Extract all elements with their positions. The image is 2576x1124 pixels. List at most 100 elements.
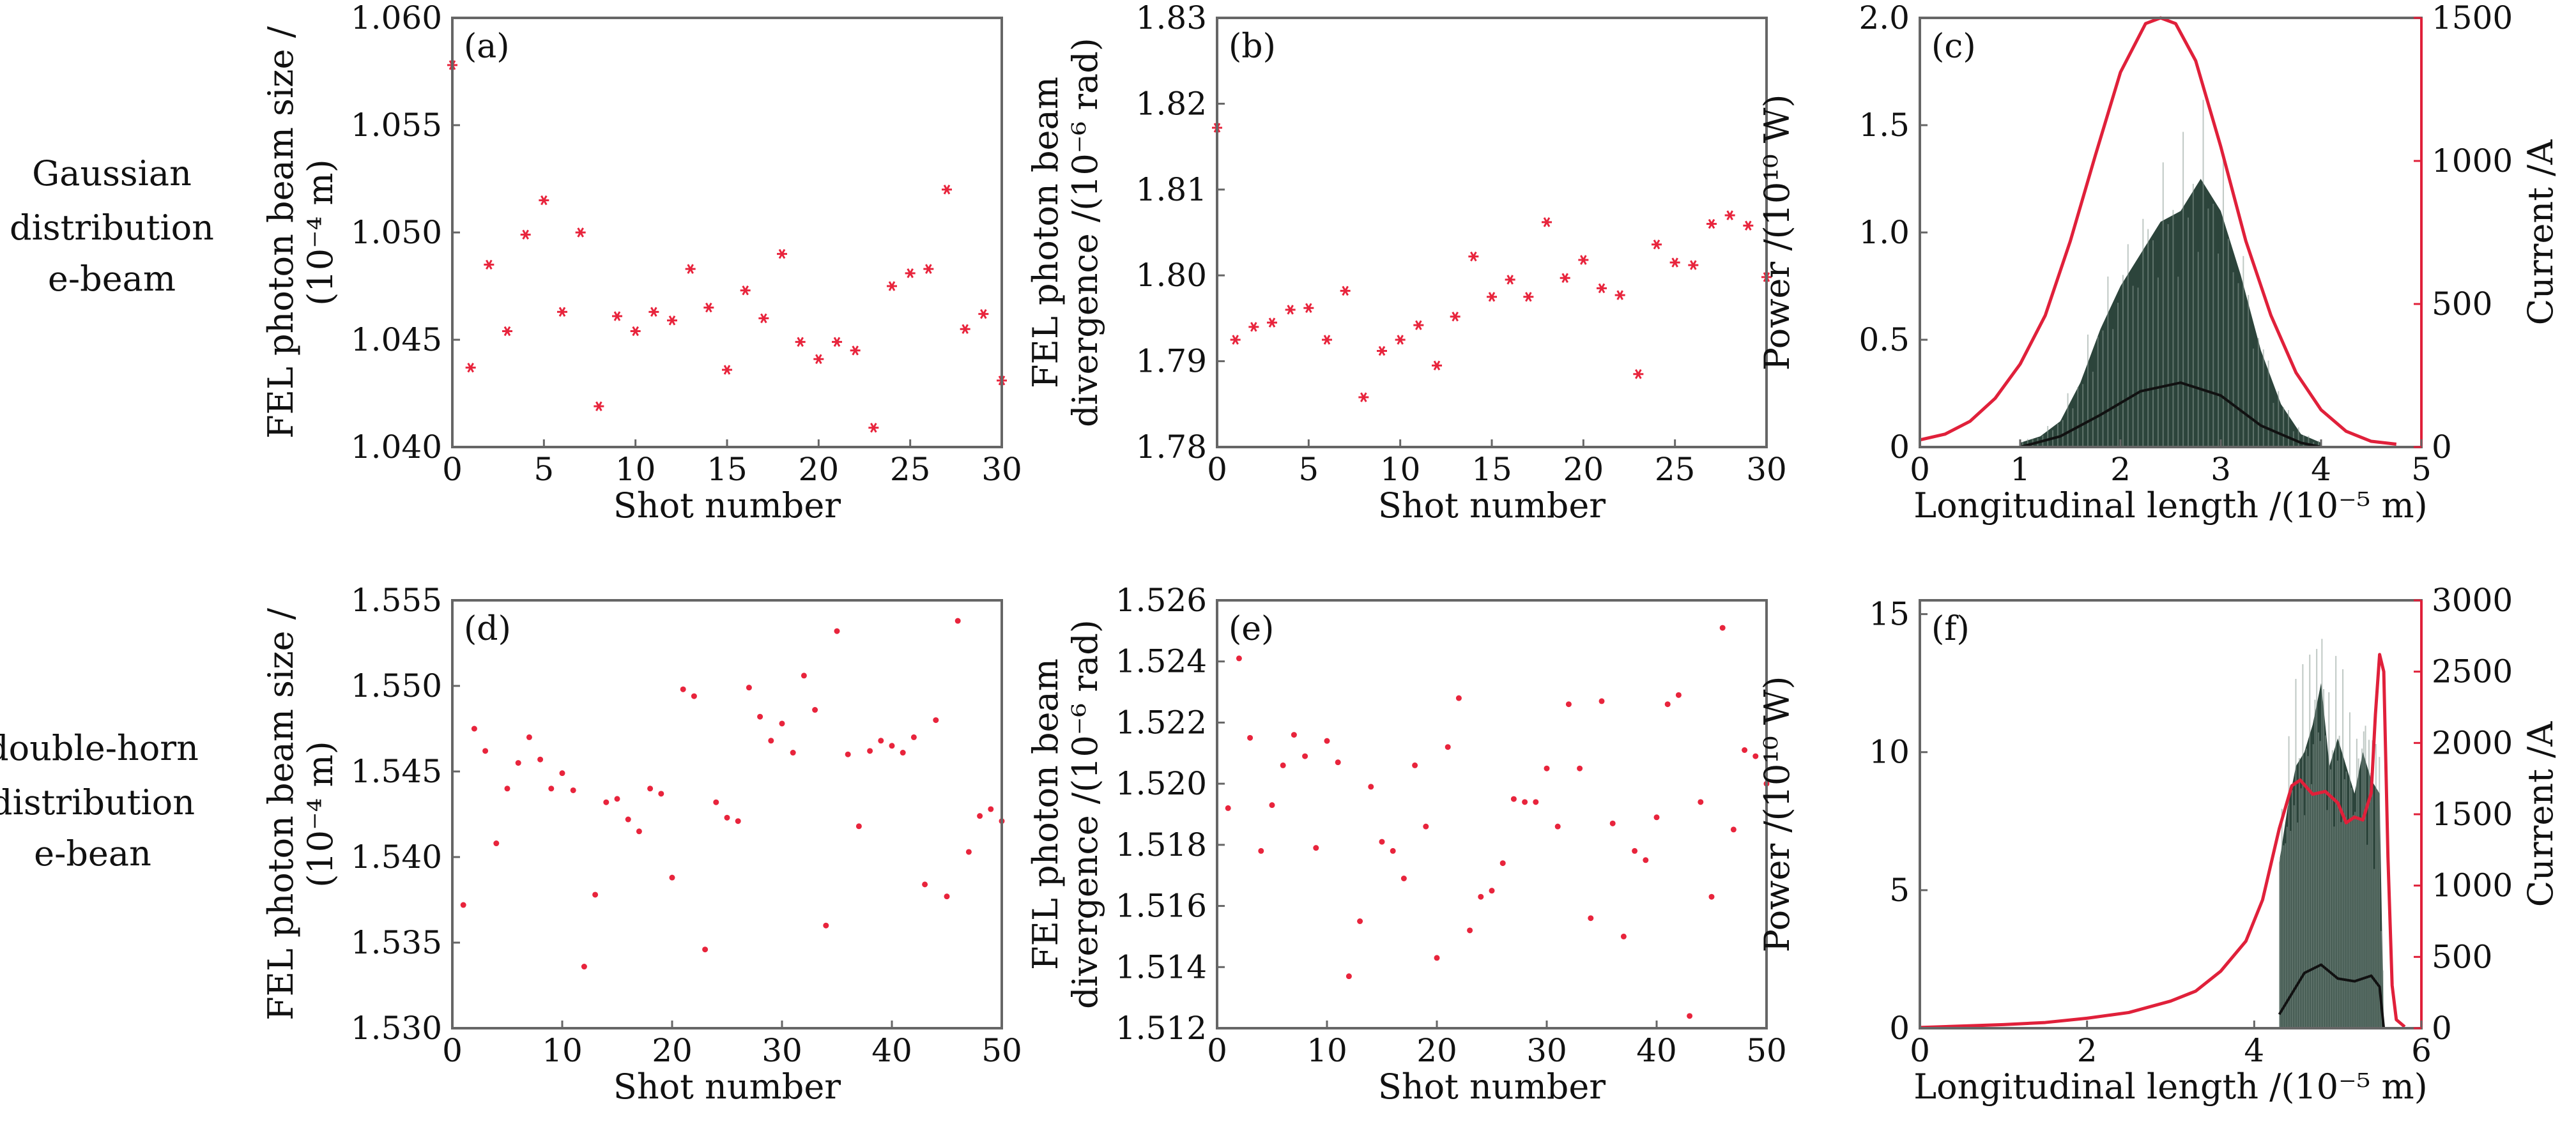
- data-point: [539, 195, 549, 206]
- data-point-stroke: [1470, 251, 1477, 262]
- x-axis-title: Shot number: [1378, 1067, 1606, 1107]
- y-axis-title: FEL photon beam: [1025, 658, 1066, 970]
- x-axis-title: Shot number: [1378, 485, 1606, 526]
- y-tick-label: 1.518: [1116, 826, 1207, 863]
- data-point-stroke: [888, 281, 896, 291]
- row-label-1-line-1: Gaussian: [32, 153, 192, 194]
- y-tick-label: 5: [1889, 872, 1910, 909]
- y-axis-title: Power /(10¹⁰ W): [1757, 95, 1797, 371]
- data-point: [1560, 273, 1570, 283]
- x-tick-label: 20: [1563, 451, 1604, 488]
- row-label-2-line-1: double-horn: [0, 728, 199, 768]
- y-right-tick-label: 1000: [2432, 867, 2513, 904]
- power-envelope-area: [2279, 683, 2384, 1028]
- panel-e-divergence-double-horn: 0 10 20 30 40 50 1.512 1.514 1.516 1.518 1.520 1.52…: [1025, 582, 1787, 1107]
- data-point: [648, 307, 659, 317]
- y-right-axis-title: Current /A: [2520, 139, 2561, 326]
- data-point: [1313, 845, 1319, 851]
- data-point-stroke: [925, 264, 932, 274]
- data-point: [942, 185, 952, 195]
- data-point-stroke: [943, 185, 951, 195]
- data-point-stroke: [577, 227, 584, 238]
- panel-b-divergence-gaussian: 0 5 10 15 20 25 30 1.78 1.79 1.80 1.81 1.82 1.83 (b) S…: [1025, 0, 1787, 526]
- x-tick-label: 25: [890, 451, 931, 488]
- y-tick-label: 10: [1869, 734, 1910, 771]
- data-point: [575, 227, 586, 238]
- y-tick-label: 1.80: [1136, 257, 1207, 294]
- data-point: [493, 840, 500, 847]
- y-tick-label: 1.540: [351, 839, 442, 876]
- data-point-stroke: [1580, 255, 1587, 265]
- data-point-stroke: [1305, 303, 1312, 313]
- data-point: [1643, 857, 1649, 863]
- data-point: [1468, 251, 1479, 262]
- data-point: [1620, 933, 1627, 939]
- data-point: [933, 717, 939, 724]
- data-point-stroke: [595, 401, 602, 411]
- x-tick-label: 2: [2110, 451, 2131, 488]
- power-mean-line: [2278, 963, 2386, 1029]
- data-point-stroke: [1671, 257, 1678, 268]
- data-point: [757, 713, 763, 720]
- data-point: [1450, 312, 1460, 322]
- data-point: [910, 734, 917, 740]
- data-point: [1698, 799, 1704, 805]
- y-tick-label: 1.055: [351, 107, 442, 144]
- data-point: [1632, 847, 1638, 854]
- data-point-stroke: [1342, 285, 1349, 296]
- data-point: [1285, 305, 1296, 315]
- data-point-stroke: [522, 229, 529, 240]
- data-point-stroke: [1653, 239, 1660, 250]
- y-tick-label: 1.045: [351, 321, 442, 358]
- data-point: [790, 750, 796, 756]
- data-point-stroke: [870, 423, 877, 433]
- data-point: [502, 326, 512, 337]
- data-point: [1432, 360, 1442, 371]
- y-right-tick-label: 1500: [2432, 796, 2513, 833]
- data-point: [1267, 317, 1277, 328]
- data-point: [1578, 255, 1589, 265]
- data-point: [813, 354, 824, 364]
- data-point: [1565, 701, 1572, 708]
- data-point: [944, 893, 950, 900]
- data-point: [900, 750, 906, 756]
- x-axis-title: Shot number: [613, 485, 841, 526]
- x-tick-label: 4: [2244, 1032, 2264, 1069]
- data-point: [1478, 893, 1484, 900]
- y-tick-label: 0.5: [1859, 321, 1910, 358]
- x-tick-label: 15: [707, 451, 747, 488]
- data-point: [1346, 973, 1352, 980]
- y-axis-title: (10⁻⁴ m): [300, 159, 341, 305]
- y-right-tick-label: 3000: [2432, 582, 2513, 619]
- y-tick-label: 1.81: [1136, 171, 1207, 208]
- panel-tag: (d): [464, 610, 511, 648]
- data-point-stroke: [907, 268, 914, 278]
- data-point: [965, 849, 972, 855]
- plot-frame: [451, 17, 1003, 448]
- x-tick-label: 40: [1636, 1032, 1677, 1069]
- data-point: [1248, 322, 1259, 332]
- data-point-stroke: [486, 259, 493, 270]
- data-point-stroke: [1745, 220, 1752, 231]
- data-point: [1669, 257, 1680, 268]
- data-point: [832, 337, 842, 347]
- data-point-stroke: [1635, 369, 1642, 379]
- x-tick-label: 15: [1471, 451, 1512, 488]
- data-point: [630, 326, 641, 337]
- data-point: [1413, 320, 1424, 330]
- data-point: [658, 791, 664, 797]
- data-point: [1609, 820, 1616, 826]
- data-point-stroke: [687, 264, 694, 274]
- x-tick-label: 4: [2311, 451, 2331, 488]
- data-point-stroke: [503, 326, 511, 337]
- data-point-stroke: [1525, 292, 1532, 302]
- data-point: [1423, 823, 1429, 830]
- x-tick-label: 0: [1207, 451, 1227, 488]
- data-point: [954, 618, 961, 624]
- y-tick-label: 1.83: [1136, 0, 1207, 36]
- data-point-stroke: [1415, 320, 1422, 330]
- data-point: [1368, 784, 1374, 790]
- data-point: [779, 720, 785, 727]
- data-point: [647, 786, 654, 792]
- data-point: [592, 892, 599, 898]
